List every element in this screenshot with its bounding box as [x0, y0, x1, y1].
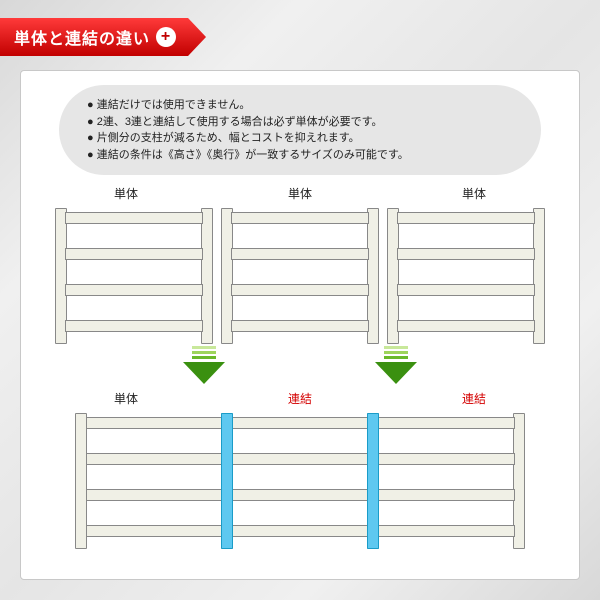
diagram-area: 単体 単体 単体 単体 連結 連結 [39, 185, 561, 543]
label-renketsu: 連結 [388, 390, 560, 407]
note-line: ● 片側分の支柱が減るため、幅とコストを抑えれます。 [87, 130, 513, 147]
down-arrow-icon [375, 346, 417, 384]
shelf-unit [221, 206, 379, 338]
label-tantai: 単体 [40, 185, 212, 202]
note-line: ● 2連、3連と連結して使用する場合は必ず単体が必要です。 [87, 114, 513, 131]
label-tantai: 単体 [388, 185, 560, 202]
label-renketsu: 連結 [214, 390, 386, 407]
shelf-unit [55, 206, 213, 338]
top-labels: 単体 単体 単体 [39, 185, 561, 202]
shelf-unit-connected [221, 411, 379, 543]
header-badge: 単体と連結の違い + [0, 18, 206, 56]
bottom-labels: 単体 連結 連結 [39, 390, 561, 407]
arrows-row [39, 346, 561, 384]
header-title: 単体と連結の違い [14, 25, 150, 49]
shelves-connected [39, 411, 561, 543]
shelf-unit [75, 411, 233, 543]
shelves-separate [39, 206, 561, 338]
label-tantai: 単体 [40, 390, 212, 407]
down-arrow-icon [183, 346, 225, 384]
shelf-unit [387, 206, 545, 338]
notes-box: ● 連結だけでは使用できません。 ● 2連、3連と連結して使用する場合は必ず単体… [59, 85, 541, 175]
label-tantai: 単体 [214, 185, 386, 202]
plus-icon: + [156, 27, 176, 47]
shelf-unit-connected [367, 411, 525, 543]
note-line: ● 連結の条件は《高さ》《奥行》が一致するサイズのみ可能です。 [87, 147, 513, 164]
content-card: ● 連結だけでは使用できません。 ● 2連、3連と連結して使用する場合は必ず単体… [20, 70, 580, 580]
note-line: ● 連結だけでは使用できません。 [87, 97, 513, 114]
